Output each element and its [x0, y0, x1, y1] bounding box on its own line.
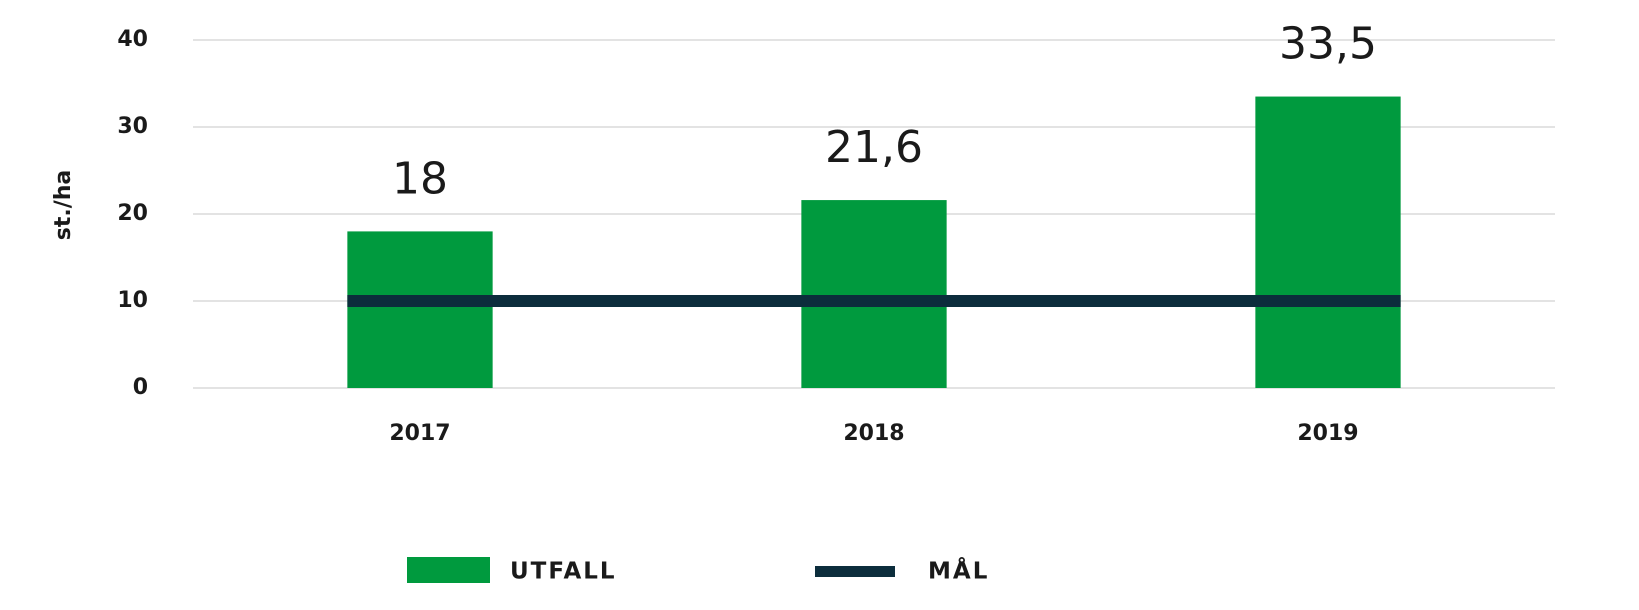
- legend-label: MÅL: [928, 557, 989, 585]
- x-tick-label: 2018: [843, 421, 904, 446]
- legend-swatch: [815, 566, 895, 577]
- y-tick-label: 20: [117, 201, 148, 226]
- bar: [1255, 96, 1401, 389]
- data-label: 21,6: [825, 122, 923, 173]
- data-label: 33,5: [1279, 19, 1377, 70]
- y-tick-label: 30: [117, 114, 148, 139]
- bar: [801, 200, 947, 388]
- y-tick-label: 10: [117, 288, 148, 313]
- y-tick-label: 0: [133, 375, 148, 400]
- x-tick-label: 2019: [1297, 421, 1358, 446]
- legend-swatch: [407, 557, 490, 583]
- bar: [347, 231, 493, 388]
- y-tick-label: 40: [117, 27, 148, 52]
- data-label: 18: [392, 153, 448, 204]
- x-tick-label: 2017: [389, 421, 450, 446]
- legend-label: UTFALL: [510, 559, 617, 585]
- y-axis-label: st./ha: [51, 170, 76, 241]
